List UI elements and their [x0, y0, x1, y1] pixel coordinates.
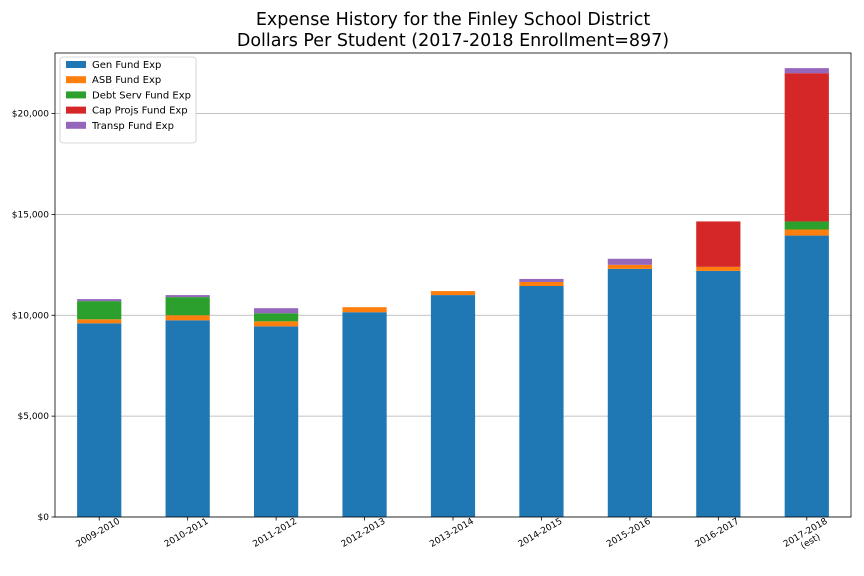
bar-segment — [696, 266, 741, 271]
bar-segment — [430, 291, 476, 296]
legend-box — [59, 56, 197, 144]
y-tick-label: $20,000 — [12, 110, 49, 120]
legend-label: Transp Fund Exp — [91, 121, 174, 132]
x-tick-label-group: 2010-2011 — [163, 517, 210, 550]
chart-title: Expense History for the Finley School Di… — [256, 10, 651, 30]
y-tick-label: $15,000 — [12, 210, 49, 220]
bar-segment — [784, 68, 829, 74]
legend-swatch — [66, 106, 86, 114]
x-tick-label: 2016-2017 — [694, 517, 741, 550]
bar-segment — [519, 286, 564, 517]
bar-segment — [165, 295, 210, 298]
y-tick-label: $0 — [38, 513, 50, 523]
bar-segment — [784, 221, 829, 230]
x-tick-label: 2014-2015 — [517, 517, 564, 550]
bar-segment — [696, 270, 741, 517]
x-tick-label-group: 2009-2010 — [74, 517, 122, 550]
x-tick-label-group: 2015-2016 — [605, 517, 653, 550]
bar-segment — [342, 312, 387, 517]
y-tick-label: $5,000 — [18, 412, 50, 422]
chart-subtitle: Dollars Per Student (2017-2018 Enrollmen… — [237, 31, 669, 51]
bar-segment — [77, 319, 122, 324]
bar-segment — [430, 295, 476, 517]
bar-segment — [165, 315, 210, 321]
bar-segment — [696, 221, 741, 267]
x-tick-label-group: 2017-2018(est) — [782, 517, 830, 552]
bar-segment — [77, 301, 122, 320]
legend-label: Debt Serv Fund Exp — [92, 90, 191, 101]
axes: $0 $5,000 $10,000 $15,000 $20,000 2009-2010 20… — [12, 52, 852, 552]
x-tick-label-group: 2013-2014 — [428, 517, 476, 550]
legend-label: ASB Fund Exp — [92, 75, 161, 86]
bar-segment — [254, 326, 299, 517]
bar-segment — [254, 321, 299, 327]
x-tick-label: 2010-2011 — [163, 517, 210, 550]
x-tick-label: 2011-2012 — [251, 517, 298, 550]
x-tick-label-group: 2016-2017 — [694, 517, 741, 550]
x-tick-label: 2009-2010 — [74, 517, 122, 550]
bar-segment — [77, 299, 122, 302]
legend-label: Cap Projs Fund Exp — [92, 106, 188, 117]
bar-segment — [342, 307, 387, 313]
bar-segment — [784, 235, 829, 517]
bar-segment — [784, 229, 829, 236]
bar-segment — [165, 297, 210, 316]
x-tick-label-group: 2011-2012 — [251, 517, 298, 550]
bar-segment — [254, 313, 299, 322]
legend-label: Gen Fund Exp — [92, 60, 161, 71]
x-tick-label: 2013-2014 — [428, 517, 476, 550]
legend-swatch — [66, 121, 86, 129]
bar-segment — [607, 268, 652, 517]
bar-segment — [165, 320, 210, 517]
legend-swatch — [66, 91, 86, 99]
bar-segment — [607, 264, 652, 269]
bar-segment — [784, 73, 829, 222]
legend: Gen Fund Exp ASB Fund Exp Debt Serv Fund E… — [59, 56, 197, 144]
bar-segment — [607, 258, 652, 265]
x-tick-label: 2012-2013 — [340, 517, 387, 550]
x-tick-label-group: 2012-2013 — [340, 517, 387, 550]
legend-swatch — [66, 61, 86, 68]
x-tick-label-group: 2014-2015 — [517, 517, 564, 550]
bar-segment — [77, 323, 122, 517]
bar-segment — [254, 308, 299, 314]
plot-frame — [54, 52, 852, 518]
y-tick-label: $10,000 — [12, 311, 49, 321]
x-tick-label: 2015-2016 — [605, 517, 653, 550]
bars — [77, 68, 829, 517]
bar-segment — [519, 278, 564, 282]
bar-segment — [519, 281, 564, 287]
legend-swatch — [66, 76, 86, 84]
